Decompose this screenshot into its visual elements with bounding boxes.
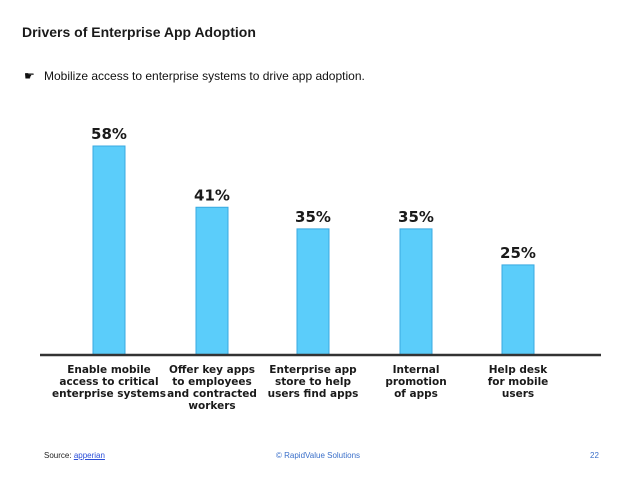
copyright-text: © RapidValue Solutions [276,451,361,460]
bar-5 [501,264,535,356]
data-label-2: 41% [194,186,230,204]
page-number: 22 [590,451,599,460]
slide-title: Drivers of Enterprise App Adoption [22,24,256,40]
bullet-text: Mobilize access to enterprise systems to… [44,69,365,83]
source-label: Source: [44,451,72,460]
category-label-5: Help desk for mobile users [488,364,549,400]
bar-3 [296,228,330,356]
category-label-3: Enterprise app store to help users find ap… [268,364,359,400]
category-label-2: Offer key apps to employees and contracted… [167,364,257,412]
data-label-3: 35% [295,208,331,226]
source-link[interactable]: apperian [73,451,105,460]
data-label-4: 35% [398,208,434,226]
bar-2 [195,206,229,356]
data-label-1: 58% [91,125,127,143]
source-note: Source: apperian [44,451,105,460]
bullet-item: ☛ Mobilize access to enterprise systems … [24,69,365,83]
data-label-5: 25% [500,244,536,262]
pointing-hand-icon: ☛ [24,69,35,83]
category-label-1: Enable mobile access to critical enterpris… [52,364,166,400]
bar-4 [399,228,433,356]
bar-1 [92,145,126,356]
category-label-4: Internal promotion of apps [385,364,446,400]
